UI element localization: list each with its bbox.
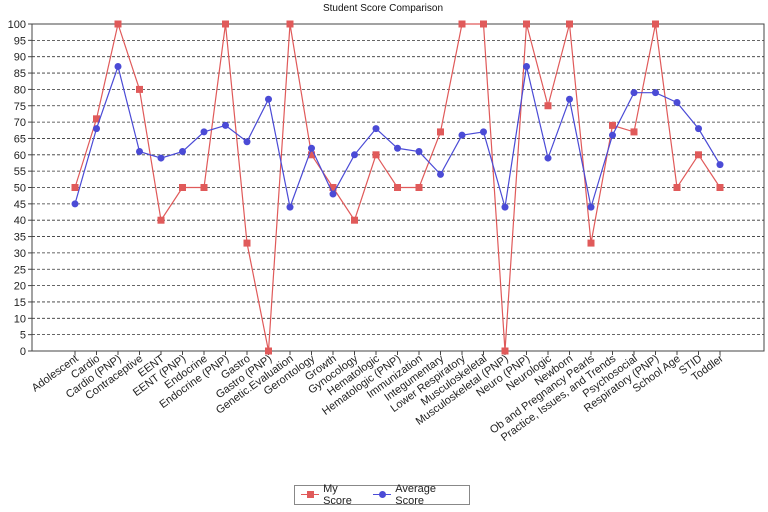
data-point	[544, 154, 552, 162]
data-point	[136, 85, 143, 93]
chart-title: Student Score Comparison	[323, 3, 443, 14]
data-point	[437, 170, 444, 178]
y-tick-label: 95	[14, 35, 26, 47]
data-point	[566, 95, 573, 103]
y-tick-label: 70	[14, 117, 26, 129]
data-point	[372, 151, 380, 159]
data-point	[308, 151, 315, 159]
y-tick-label: 60	[14, 150, 26, 162]
data-point	[630, 128, 638, 136]
data-point	[673, 184, 681, 191]
y-tick-label: 30	[14, 248, 26, 260]
y-tick-label: 10	[14, 313, 26, 325]
data-point	[329, 190, 337, 198]
series-average-score	[71, 63, 724, 211]
data-point	[501, 203, 509, 211]
data-point	[351, 151, 358, 159]
data-point	[222, 121, 229, 129]
legend-swatch-my-score	[301, 491, 320, 499]
legend-label-my-score: My Score	[323, 483, 352, 507]
data-point	[136, 148, 143, 156]
data-point	[265, 347, 272, 355]
data-point	[179, 184, 186, 191]
data-point	[394, 144, 401, 152]
data-point	[523, 63, 530, 71]
y-tick-label: 35	[14, 232, 26, 244]
data-point	[609, 121, 616, 129]
data-point	[200, 128, 208, 136]
series	[71, 20, 724, 355]
data-point	[71, 184, 79, 191]
data-point	[566, 20, 573, 28]
y-tick-label: 20	[14, 281, 26, 293]
legend: My Score Average Score	[294, 483, 470, 507]
data-point	[286, 203, 294, 211]
data-point	[673, 98, 681, 106]
data-point	[93, 115, 100, 123]
data-point	[200, 184, 208, 191]
data-point	[652, 89, 659, 97]
y-tick-label: 0	[20, 346, 26, 358]
y-tick-label: 85	[14, 68, 26, 80]
data-point	[587, 239, 595, 247]
data-point	[716, 161, 724, 169]
data-point	[329, 184, 337, 191]
y-tick-label: 25	[14, 264, 26, 276]
data-point	[93, 125, 100, 133]
y-tick-label: 80	[14, 84, 26, 96]
legend-label-average-score: Average Score	[395, 483, 437, 507]
data-point	[415, 184, 423, 191]
data-point	[157, 154, 165, 162]
y-tick-label: 75	[14, 101, 26, 113]
data-point	[437, 128, 444, 136]
legend-item-my-score: My Score	[301, 483, 365, 507]
y-tick-label: 45	[14, 199, 26, 211]
data-point	[222, 20, 229, 28]
data-point	[609, 131, 616, 139]
y-tick-label: 65	[14, 133, 26, 145]
data-point	[157, 216, 165, 224]
y-tick-label: 100	[8, 19, 26, 31]
y-tick-label: 40	[14, 215, 26, 227]
data-point	[265, 95, 272, 103]
data-point	[394, 184, 401, 191]
data-point	[652, 20, 659, 28]
data-point	[114, 20, 122, 28]
legend-item-average-score: Average Score	[373, 483, 461, 507]
y-tick-label: 15	[14, 297, 26, 309]
series-my-score	[71, 20, 724, 355]
data-point	[523, 20, 530, 28]
data-point	[308, 144, 315, 152]
data-point	[415, 148, 423, 156]
data-point	[480, 128, 487, 136]
data-point	[114, 63, 122, 71]
y-tick-label: 90	[14, 52, 26, 64]
data-point	[286, 20, 294, 28]
data-point	[501, 347, 509, 355]
y-tick-label: 5	[20, 330, 26, 342]
data-point	[71, 200, 79, 208]
data-point	[458, 20, 466, 28]
data-point	[695, 151, 702, 159]
legend-swatch-average-score	[373, 491, 392, 499]
data-point	[695, 125, 702, 133]
data-point	[587, 203, 595, 211]
data-point	[480, 20, 487, 28]
data-point	[372, 125, 380, 133]
y-tick-label: 50	[14, 183, 26, 195]
y-tick-label: 55	[14, 166, 26, 178]
data-point	[351, 216, 358, 224]
data-point	[544, 102, 552, 110]
data-point	[179, 148, 186, 156]
data-point	[458, 131, 466, 139]
data-point	[243, 239, 251, 247]
data-point	[716, 184, 724, 191]
data-point	[243, 138, 251, 146]
data-point	[630, 89, 638, 97]
y-axis: 0 5 10 15 20 25 30 35 40 45 50 55 60 65 70 75 80 85 90 95 10…	[8, 19, 32, 358]
